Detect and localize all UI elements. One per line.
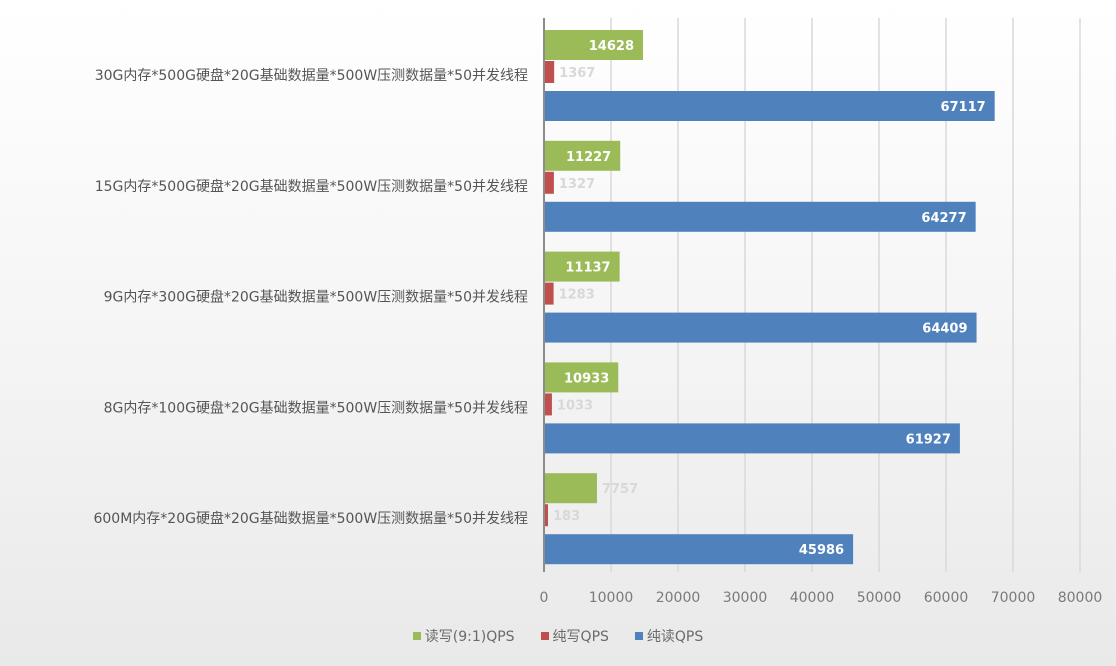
bar: [545, 534, 854, 565]
data-label: 183: [553, 509, 580, 524]
legend-swatch: [412, 632, 421, 640]
bar: [545, 312, 977, 343]
bar: [545, 393, 552, 416]
legend-label: 纯写QPS: [552, 629, 609, 645]
legend-label: 读写(9:1)QPS: [424, 629, 515, 645]
data-label: 64409: [922, 322, 967, 337]
data-label: 14628: [589, 39, 634, 54]
bar: [545, 30, 644, 60]
bar-chart: 0 10000 20000 30000 40000 50000 60000 70000 8000…: [93, 18, 1103, 606]
data-label: 1283: [559, 288, 595, 303]
category-label: 8G内存*100G硬盘*20G基础数据量*500W压测数据量*50并发线程: [104, 399, 528, 416]
x-tick-label: 10000: [589, 590, 634, 606]
bar: [545, 282, 554, 305]
bar: [545, 61, 555, 83]
legend-swatch: [540, 632, 549, 640]
data-label: 1327: [559, 177, 595, 192]
bar: [545, 362, 619, 393]
legend-label: 纯读QPS: [646, 629, 704, 645]
category-label: 9G内存*300G硬盘*20G基础数据量*500W压测数据量*50并发线程: [104, 289, 528, 306]
legend-item: 纯读QPS: [634, 626, 704, 646]
bar: [545, 251, 620, 282]
x-tick-label: 70000: [991, 590, 1036, 606]
legend-swatch: [634, 632, 643, 640]
data-label: 1367: [559, 66, 595, 81]
bar: [545, 423, 960, 454]
legend-item: 读写(9:1)QPS: [412, 626, 515, 646]
data-label: 64277: [921, 211, 966, 226]
x-tick-label: 60000: [924, 590, 969, 606]
bar: [545, 140, 621, 171]
x-tick-label: 20000: [656, 590, 701, 606]
data-label: 11137: [565, 261, 610, 276]
category-label: 30G内存*500G硬盘*20G基础数据量*500W压测数据量*50并发线程: [95, 67, 528, 84]
legend-item: 纯写QPS: [540, 626, 609, 646]
bar: [545, 504, 548, 527]
x-tick-label: 80000: [1058, 590, 1103, 606]
x-tick-label: 30000: [723, 590, 768, 606]
x-tick-label: 50000: [857, 590, 902, 606]
bar: [545, 171, 554, 194]
bar: [545, 473, 597, 504]
data-label: 7757: [602, 482, 638, 497]
data-label: 1033: [557, 398, 593, 413]
data-label: 61927: [906, 432, 951, 447]
data-label: 11227: [566, 150, 611, 165]
legend: 读写(9:1)QPS 纯写QPS 纯读QPS: [0, 626, 1116, 646]
category-label: 600M内存*20G硬盘*20G基础数据量*500W压测数据量*50并发线程: [93, 510, 528, 527]
data-label: 10933: [564, 371, 609, 386]
bar: [545, 91, 995, 121]
bar: [545, 201, 976, 232]
data-label: 67117: [940, 100, 985, 115]
category-label: 15G内存*500G硬盘*20G基础数据量*500W压测数据量*50并发线程: [95, 178, 528, 195]
x-tick-label: 40000: [790, 590, 835, 606]
x-tick-label: 0: [540, 590, 549, 606]
data-label: 45986: [799, 543, 844, 558]
